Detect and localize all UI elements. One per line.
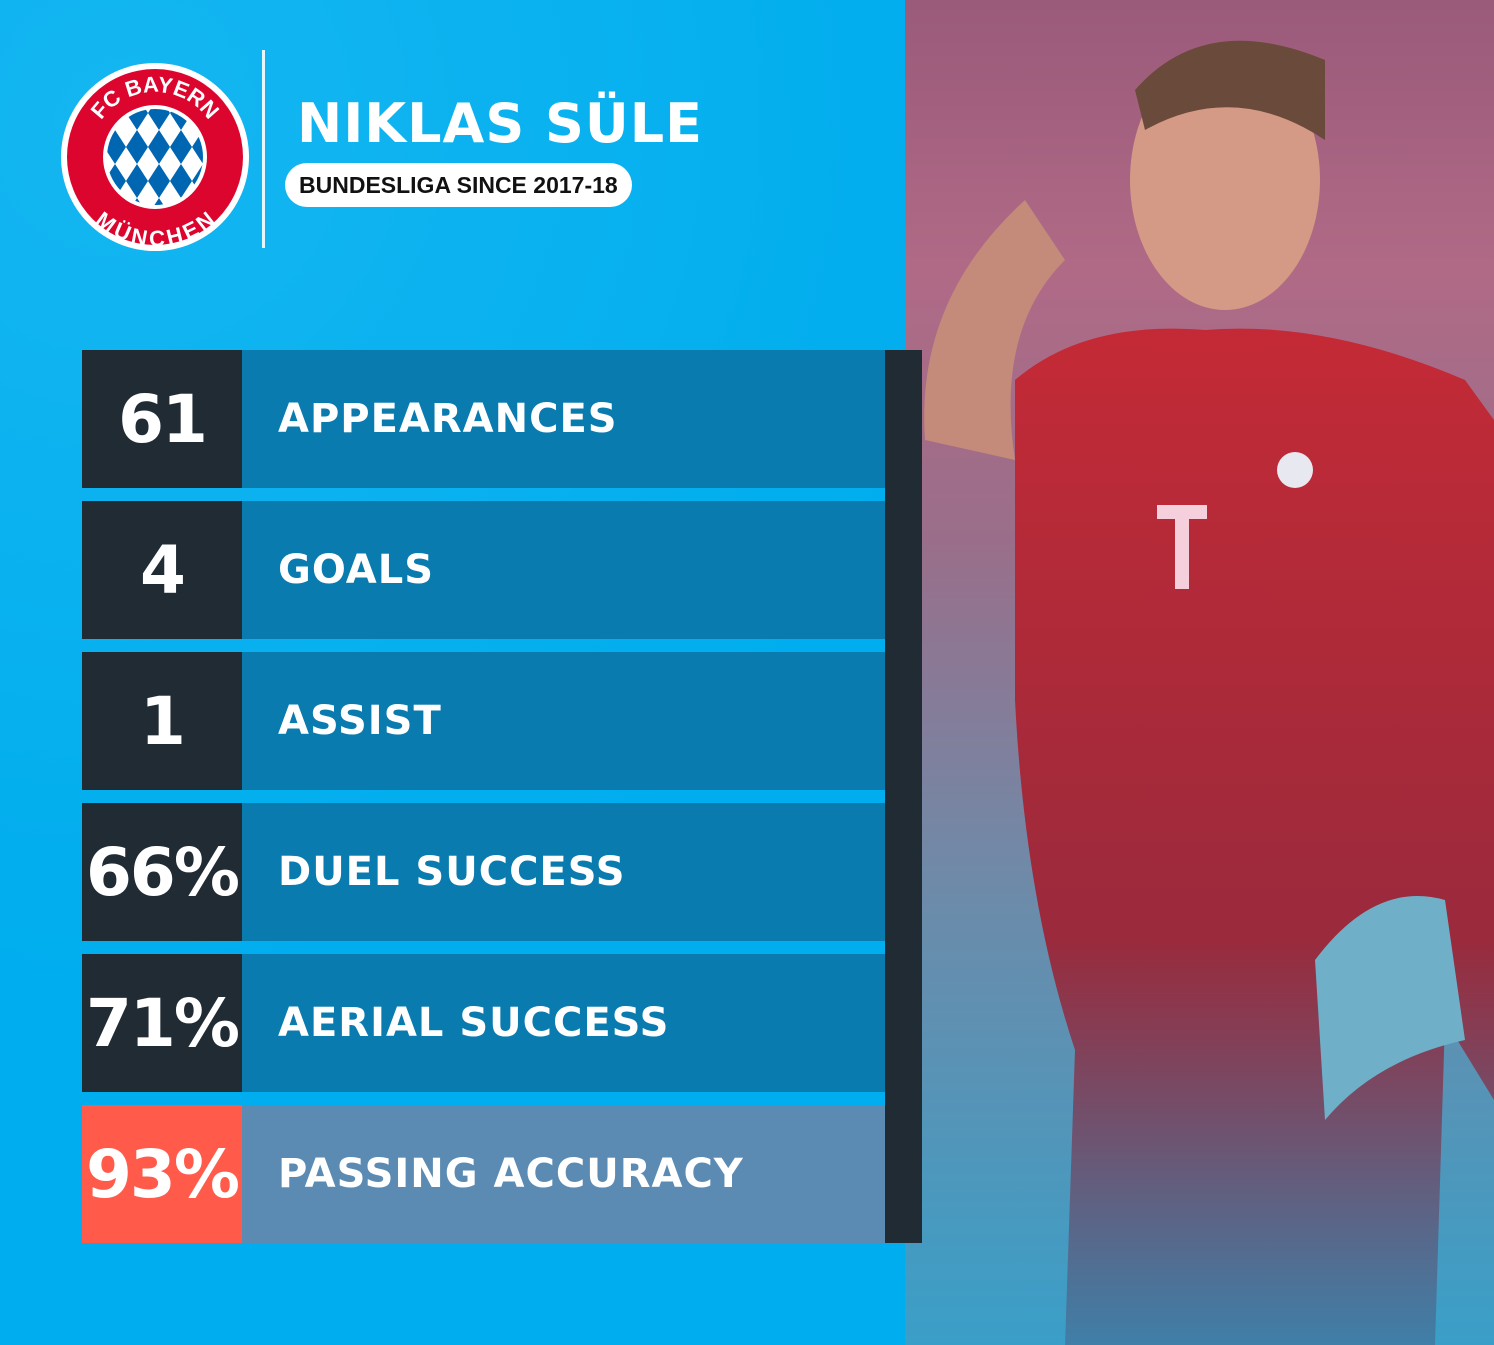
- stat-label: DUEL SUCCESS: [242, 803, 885, 941]
- header-divider: [262, 50, 265, 248]
- stat-value: 1: [82, 652, 242, 790]
- subtitle-badge: BUNDESLIGA SINCE 2017-18: [285, 163, 632, 207]
- stat-value: 71%: [82, 954, 242, 1092]
- stat-row-passing-accuracy: 93% PASSING ACCURACY: [82, 1105, 885, 1243]
- stats-side-bar: [885, 350, 922, 1243]
- stat-label: APPEARANCES: [242, 350, 885, 488]
- stat-row-assist: 1 ASSIST: [82, 652, 885, 790]
- stat-value: 4: [82, 501, 242, 639]
- stat-value: 61: [82, 350, 242, 488]
- player-photo: [905, 0, 1494, 1345]
- stat-value: 93%: [82, 1105, 242, 1243]
- stat-row-aerial-success: 71% AERIAL SUCCESS: [82, 954, 885, 1092]
- stat-label: GOALS: [242, 501, 885, 639]
- fc-bayern-logo: FC BAYERN MÜNCHEN: [61, 63, 249, 251]
- player-photo-illustration: [924, 40, 1494, 1345]
- stat-label: PASSING ACCURACY: [242, 1105, 885, 1243]
- stat-row-duel-success: 66% DUEL SUCCESS: [82, 803, 885, 941]
- stat-value: 66%: [82, 803, 242, 941]
- stat-label: ASSIST: [242, 652, 885, 790]
- stat-label: AERIAL SUCCESS: [242, 954, 885, 1092]
- stat-row-appearances: 61 APPEARANCES: [82, 350, 885, 488]
- player-name: NIKLAS SÜLE: [297, 92, 704, 155]
- stat-row-goals: 4 GOALS: [82, 501, 885, 639]
